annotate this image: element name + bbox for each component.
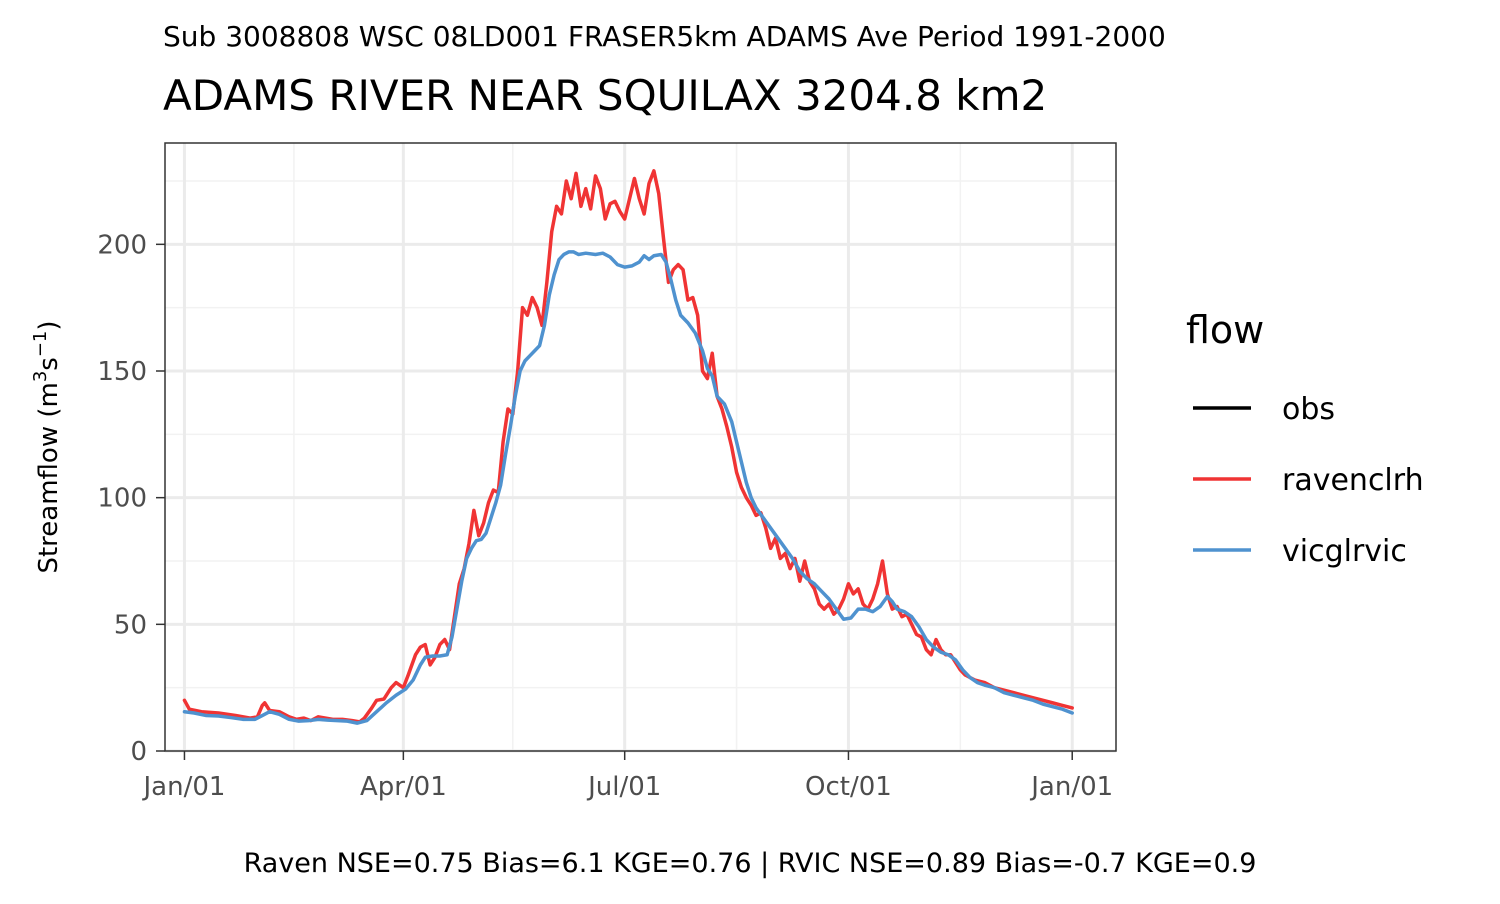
series-line-vicglrvic	[182, 250, 1074, 725]
chart-subtitle-top: Sub 3008808 WSC 08LD001 FRASER5km ADAMS …	[163, 20, 1166, 53]
legend-label-vicglrvic: vicglrvic	[1282, 534, 1407, 569]
y-tick-label: 150	[97, 357, 147, 387]
y-axis-label: Streamflow (m3s−1)	[30, 320, 64, 573]
y-tick-label: 100	[97, 484, 147, 514]
panel-border	[164, 142, 1117, 752]
chart-title: ADAMS RIVER NEAR SQUILAX 3204.8 km2	[163, 71, 1047, 120]
legend-label-ravenclrh: ravenclrh	[1282, 463, 1424, 498]
chart-footer-stats: Raven NSE=0.75 Bias=6.1 KGE=0.76 | RVIC …	[244, 848, 1257, 879]
legend: flow obs ravenclrh vicglrvic	[1186, 308, 1424, 569]
legend-title: flow	[1186, 308, 1264, 352]
y-axis: 0 50 100 150 200	[97, 230, 165, 767]
x-tick-label: Jan/01	[141, 772, 225, 802]
x-tick-label: Oct/01	[805, 772, 892, 802]
x-axis: Jan/01 Apr/01 Jul/01 Oct/01 Jan/01	[141, 751, 1113, 802]
series-lines	[182, 169, 1074, 725]
panel-frame	[164, 142, 1117, 752]
y-tick-label: 0	[130, 737, 147, 767]
x-tick-label: Jan/01	[1029, 772, 1113, 802]
y-tick-label: 50	[114, 610, 147, 640]
plot-background	[165, 143, 1116, 751]
x-tick-label: Apr/01	[360, 772, 447, 802]
y-tick-label: 200	[97, 230, 147, 260]
grid-lines	[165, 143, 1116, 753]
plot-panel	[165, 143, 1116, 751]
legend-label-obs: obs	[1282, 392, 1335, 427]
x-tick-label: Jul/01	[586, 772, 661, 802]
